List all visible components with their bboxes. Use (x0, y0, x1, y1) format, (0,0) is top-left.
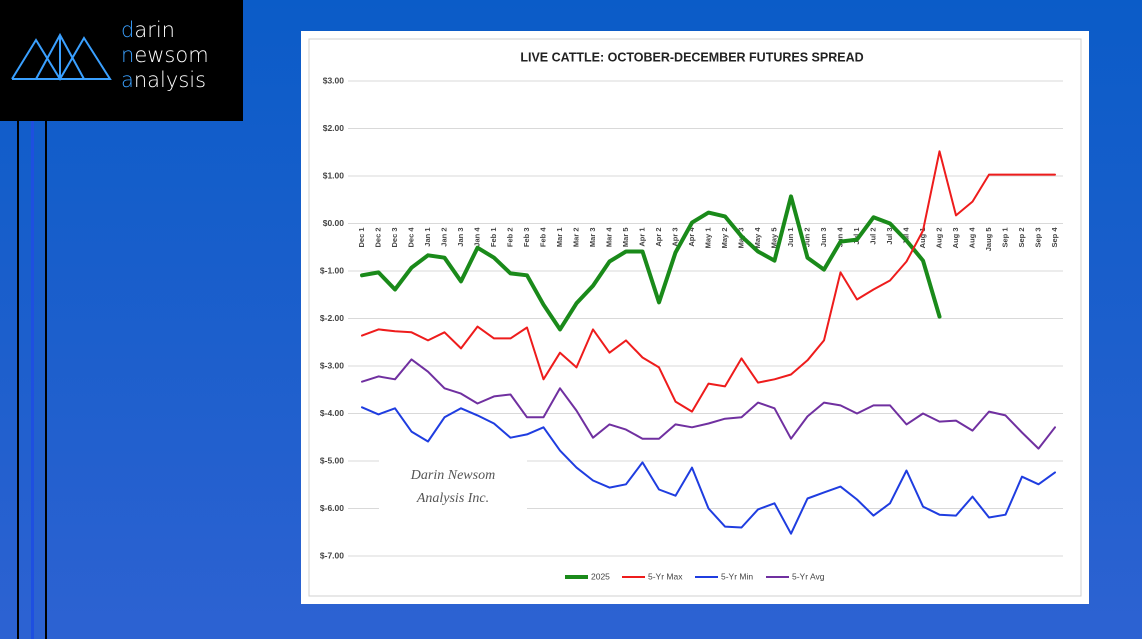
x-tick-label: Aug 1 (918, 228, 927, 249)
x-tick-label: Mar 2 (571, 228, 580, 248)
x-tick-label: Apr 4 (687, 227, 696, 247)
legend-label: 2025 (591, 571, 610, 581)
x-tick-label: Feb 4 (538, 227, 547, 247)
y-tick-label: $2.00 (323, 123, 345, 133)
y-tick-label: $-4.00 (320, 408, 344, 418)
x-tick-label: Jan 2 (439, 228, 448, 247)
x-tick-label: Jun 3 (819, 228, 828, 248)
x-tick-label: Jan 1 (423, 228, 432, 247)
legend-label: 5-Yr Max (648, 571, 683, 581)
x-tick-label: Mar 4 (604, 227, 613, 247)
x-tick-label: Apr 2 (654, 228, 663, 247)
x-tick-label: Jun 1 (786, 228, 795, 248)
x-tick-label: Mar 3 (588, 228, 597, 248)
x-tick-label: Jul 3 (885, 228, 894, 245)
x-tick-label: Jul 4 (901, 227, 910, 245)
x-tick-label: Apr 3 (670, 228, 679, 247)
watermark-box (379, 460, 527, 515)
x-tick-label: Dec 2 (373, 228, 382, 248)
x-tick-label: Jul 1 (852, 228, 861, 245)
decor-line (45, 121, 47, 639)
x-tick-label: Feb 3 (522, 228, 531, 248)
x-tick-label: Sep 4 (1050, 227, 1059, 248)
x-tick-label: Jun 2 (802, 228, 811, 248)
series-line (360, 194, 942, 332)
logo-word: analysis (121, 68, 207, 92)
legend-label: 5-Yr Avg (792, 571, 825, 581)
y-tick-label: $-3.00 (320, 360, 344, 370)
x-tick-label: Aug 3 (951, 228, 960, 249)
chart-title: LIVE CATTLE: OCTOBER-DECEMBER FUTURES SP… (520, 50, 863, 64)
logo: darin newsom analysis (0, 0, 243, 121)
y-tick-label: $-5.00 (320, 455, 344, 465)
x-tick-label: Jan 4 (472, 227, 481, 247)
y-tick-label: $1.00 (323, 170, 345, 180)
decor-line (17, 121, 19, 639)
x-tick-label: Mar 5 (621, 228, 630, 248)
x-tick-label: Sep 3 (1033, 228, 1042, 248)
series-line (361, 358, 1056, 450)
x-tick-label: May 1 (703, 228, 712, 249)
x-tick-label: Jun 4 (835, 227, 844, 247)
y-tick-label: $-7.00 (320, 550, 344, 560)
legend-label: 5-Yr Min (721, 571, 753, 581)
x-tick-label: Jaug 5 (984, 228, 993, 252)
y-tick-label: $3.00 (323, 75, 345, 85)
watermark: Analysis Inc. (416, 491, 490, 506)
x-tick-label: Sep 2 (1017, 228, 1026, 248)
x-tick-label: Dec 3 (390, 228, 399, 248)
x-tick-label: Sep 1 (1000, 228, 1009, 248)
y-tick-label: $-2.00 (320, 313, 344, 323)
x-tick-label: Feb 2 (505, 228, 514, 248)
chart-panel: LIVE CATTLE: OCTOBER-DECEMBER FUTURES SP… (301, 31, 1089, 604)
chart: LIVE CATTLE: OCTOBER-DECEMBER FUTURES SP… (308, 38, 1082, 597)
x-tick-label: May 5 (769, 228, 778, 249)
x-tick-label: Jan 3 (456, 228, 465, 247)
x-tick-label: Aug 2 (934, 228, 943, 249)
x-tick-label: Mar 1 (555, 228, 564, 248)
y-tick-label: $-6.00 (320, 503, 344, 513)
x-tick-label: Apr 1 (637, 228, 646, 247)
watermark: Darin Newsom (410, 468, 496, 483)
series-line (361, 406, 1056, 535)
plot-border (308, 38, 1082, 597)
y-tick-label: $0.00 (323, 218, 345, 228)
x-tick-label: May 2 (720, 228, 729, 249)
x-tick-label: May 4 (753, 227, 762, 249)
decor-line (31, 121, 34, 639)
x-tick-label: Jul 2 (868, 228, 877, 245)
logo-word: darin (121, 18, 175, 42)
logo-word: newsom (121, 43, 209, 67)
logo-icon (11, 32, 112, 81)
x-tick-label: Dec 1 (357, 228, 366, 248)
x-tick-label: Dec 4 (406, 227, 415, 248)
series-line (361, 150, 1056, 413)
x-tick-label: Aug 4 (967, 227, 976, 249)
y-tick-label: $-1.00 (320, 265, 344, 275)
x-tick-label: Feb 1 (489, 228, 498, 248)
